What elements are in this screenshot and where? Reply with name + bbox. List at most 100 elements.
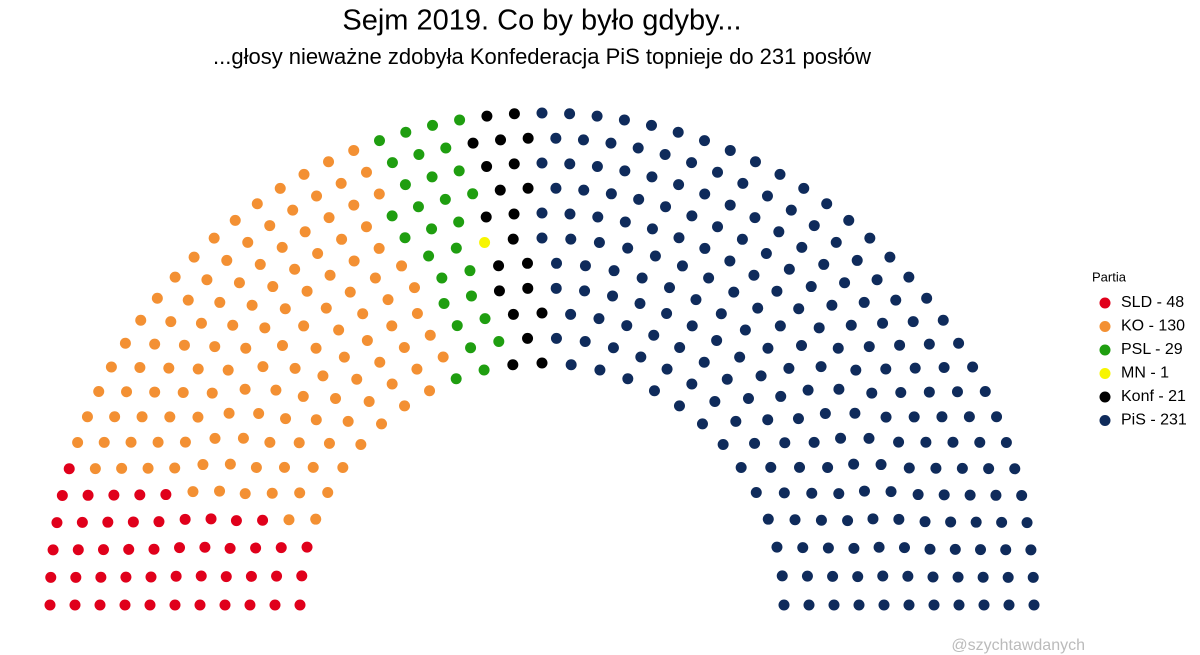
seat — [953, 337, 965, 349]
seat — [762, 414, 774, 426]
seat — [774, 168, 786, 180]
seat — [310, 513, 322, 525]
seat — [798, 182, 810, 194]
seat — [144, 599, 156, 611]
seat — [464, 265, 476, 277]
seat — [690, 294, 702, 306]
seat — [323, 156, 335, 168]
seat — [938, 362, 950, 374]
seat — [360, 166, 372, 178]
seat — [214, 296, 226, 308]
seat — [793, 303, 805, 315]
seat — [924, 543, 936, 555]
legend-label: Konf - 21 — [1121, 388, 1186, 405]
seat — [698, 356, 710, 368]
seat — [1025, 544, 1037, 556]
seat — [494, 184, 506, 196]
seat — [373, 188, 385, 200]
seat — [330, 393, 342, 405]
seat — [522, 332, 534, 344]
seat — [522, 132, 534, 144]
seat — [717, 439, 729, 451]
seat — [179, 436, 191, 448]
seat — [412, 201, 424, 213]
seat — [607, 342, 619, 354]
seat — [424, 385, 436, 397]
seat — [951, 386, 963, 398]
seat — [119, 599, 131, 611]
seat — [873, 541, 885, 553]
seat — [579, 336, 591, 348]
seat — [712, 221, 724, 233]
seat — [686, 378, 698, 390]
seat — [219, 599, 231, 611]
seat — [293, 437, 305, 449]
seat — [826, 299, 838, 311]
seat — [481, 110, 493, 122]
seat — [51, 517, 63, 529]
seat — [605, 188, 617, 200]
seat — [493, 260, 505, 272]
seat — [522, 282, 534, 294]
seat — [148, 543, 160, 555]
legend-swatch — [1099, 321, 1111, 332]
seat — [974, 436, 986, 448]
seat — [551, 257, 563, 269]
seat — [323, 212, 335, 224]
seat — [963, 411, 975, 423]
seat — [646, 171, 658, 183]
seat — [179, 513, 191, 525]
seat — [912, 489, 924, 501]
seat — [593, 313, 605, 325]
seat — [828, 599, 840, 611]
seat — [105, 361, 117, 373]
seat — [197, 459, 209, 471]
seat — [848, 542, 860, 554]
seat — [276, 339, 288, 351]
seat — [369, 272, 381, 284]
seat — [301, 285, 313, 297]
legend-swatch — [1099, 415, 1111, 426]
seat — [975, 544, 987, 556]
seat — [134, 489, 146, 501]
chart-title: Sejm 2019. Co by było gdyby... — [342, 5, 741, 37]
seat — [895, 386, 907, 398]
seat — [426, 171, 438, 183]
seat — [821, 198, 833, 210]
seat — [645, 119, 657, 131]
seat — [903, 599, 915, 611]
seat — [789, 514, 801, 526]
legend-title: Partia — [1092, 269, 1127, 284]
seat — [335, 177, 347, 189]
seat — [849, 407, 861, 419]
seat — [342, 415, 354, 427]
seat — [348, 255, 360, 267]
seat — [63, 463, 75, 475]
seat — [923, 386, 935, 398]
seat — [646, 223, 658, 235]
seat — [240, 342, 252, 354]
seat — [762, 513, 774, 525]
seat — [864, 232, 876, 244]
seat — [360, 221, 372, 233]
seat — [495, 134, 507, 146]
seat — [165, 316, 177, 328]
seat — [299, 226, 311, 238]
seat — [578, 184, 590, 196]
seat — [761, 190, 773, 202]
seat — [938, 489, 950, 501]
seat — [964, 489, 976, 501]
seat — [95, 571, 107, 583]
seat — [297, 390, 309, 402]
seat — [858, 296, 870, 308]
seat — [536, 307, 548, 319]
seat — [336, 233, 348, 245]
seat — [89, 463, 101, 475]
seat — [507, 233, 519, 245]
seat — [735, 462, 747, 474]
seat — [199, 541, 211, 553]
seat — [396, 260, 408, 272]
seat — [762, 342, 774, 354]
seat — [843, 214, 855, 226]
seat — [361, 334, 373, 346]
